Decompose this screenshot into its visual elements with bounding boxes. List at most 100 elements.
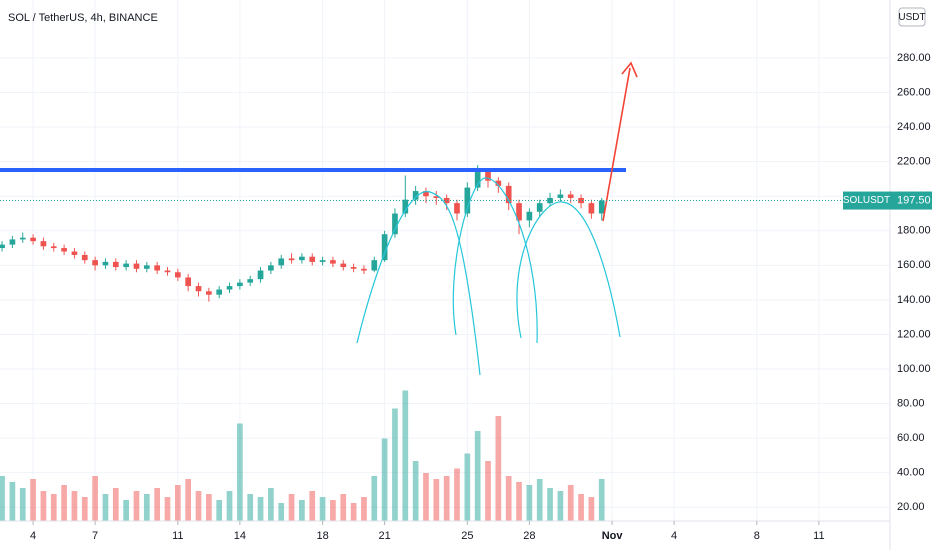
arrow-line bbox=[602, 67, 631, 222]
symbol-label: SOLUSDT bbox=[843, 195, 890, 206]
volume-bar bbox=[330, 500, 336, 521]
x-tick-label: Nov bbox=[602, 530, 624, 542]
candle-body bbox=[226, 286, 233, 290]
y-tick-label: 160.00 bbox=[897, 259, 931, 271]
x-tick-label: 11 bbox=[813, 530, 824, 542]
y-tick-label: 240.00 bbox=[897, 121, 931, 133]
currency-label[interactable]: USDT bbox=[898, 12, 925, 23]
candle-body bbox=[526, 211, 533, 221]
volume-bar bbox=[433, 479, 440, 521]
arc-right bbox=[516, 201, 621, 339]
currency-badge[interactable] bbox=[898, 7, 926, 27]
x-tick-label: 8 bbox=[754, 530, 760, 542]
volume-bar bbox=[340, 494, 347, 521]
candle-body bbox=[516, 203, 522, 221]
candle-body bbox=[237, 282, 243, 287]
volume-bar bbox=[495, 416, 502, 521]
volume-bar bbox=[123, 500, 129, 521]
y-tick-label: 20.00 bbox=[897, 501, 925, 513]
volume-bar bbox=[381, 438, 388, 521]
candle-body bbox=[30, 237, 36, 242]
volume-bar bbox=[81, 497, 88, 521]
volume-bar bbox=[361, 497, 367, 521]
candle-body bbox=[174, 272, 181, 278]
volume-bar bbox=[30, 479, 36, 521]
volume-bar bbox=[454, 468, 460, 521]
candle-body bbox=[247, 279, 254, 283]
candle-body bbox=[102, 261, 109, 266]
axes: 20.00 40.00 60.00 80.00 100.00 120.00 140.00 16… bbox=[0, 52, 932, 542]
candle-body bbox=[567, 194, 574, 198]
candle-body bbox=[443, 197, 450, 204]
volume-pane bbox=[0, 390, 605, 521]
x-tick-label: 4 bbox=[671, 530, 677, 542]
candle-body bbox=[133, 263, 140, 269]
y-tick-label: 260.00 bbox=[897, 86, 931, 98]
volume-bar bbox=[257, 497, 264, 521]
volume-bar bbox=[19, 488, 26, 521]
arc-head bbox=[452, 177, 538, 344]
volume-bar bbox=[392, 408, 398, 521]
volume-bar bbox=[154, 488, 160, 521]
volume-bar bbox=[50, 494, 57, 521]
x-tick-label: 25 bbox=[461, 530, 473, 542]
y-tick-label: 220.00 bbox=[897, 156, 931, 168]
volume-bar bbox=[485, 461, 491, 521]
volume-bar bbox=[402, 390, 409, 521]
candle-body bbox=[164, 270, 171, 273]
candle-body bbox=[547, 197, 553, 204]
y-tick-label: 140.00 bbox=[897, 294, 931, 306]
price-label: 197.50 bbox=[897, 194, 931, 206]
candle-body bbox=[350, 267, 357, 269]
candle-body bbox=[206, 291, 212, 295]
candle-body bbox=[185, 277, 192, 287]
candle-body bbox=[123, 263, 129, 268]
candle-body bbox=[361, 268, 367, 271]
volume-bar bbox=[516, 482, 522, 521]
volume-bar bbox=[226, 491, 233, 521]
candle-body bbox=[299, 256, 305, 261]
volume-bar bbox=[288, 494, 295, 521]
candle-body bbox=[40, 241, 47, 247]
volume-bar bbox=[278, 503, 285, 521]
candle-body bbox=[454, 203, 460, 214]
candle-body bbox=[505, 185, 512, 204]
x-tick-label: 4 bbox=[30, 530, 36, 542]
candle-body bbox=[598, 200, 605, 214]
candle-body bbox=[112, 261, 119, 268]
y-tick-label: 100.00 bbox=[897, 363, 931, 375]
candle-body bbox=[309, 256, 316, 262]
volume-bar bbox=[268, 488, 274, 521]
candle-body bbox=[330, 260, 336, 264]
volume-bar bbox=[9, 482, 16, 521]
chart-title: SOL / TetherUS, 4h, BINANCE bbox=[8, 12, 158, 24]
candle-body bbox=[464, 187, 471, 214]
candle-body bbox=[588, 203, 595, 214]
volume-bar bbox=[247, 494, 254, 521]
candle-body bbox=[216, 289, 223, 295]
candle-body bbox=[81, 254, 88, 261]
candle-body bbox=[71, 251, 78, 255]
candle-body bbox=[257, 270, 264, 280]
y-tick-label: 80.00 bbox=[897, 397, 925, 409]
symbol-tag bbox=[843, 191, 890, 210]
volume-bar bbox=[216, 500, 223, 521]
volume-bar bbox=[164, 497, 171, 521]
candle-body bbox=[392, 213, 398, 235]
volume-bar bbox=[464, 453, 471, 521]
volume-bar bbox=[443, 476, 450, 521]
candle-body bbox=[381, 234, 388, 261]
candle-body bbox=[412, 191, 419, 200]
arc-left bbox=[356, 190, 481, 376]
candle-body bbox=[143, 265, 150, 269]
volume-bar bbox=[237, 423, 243, 521]
x-tick-label: 11 bbox=[172, 530, 183, 542]
y-tick-label: 180.00 bbox=[897, 225, 931, 237]
candle-body bbox=[288, 258, 295, 261]
candle-body bbox=[0, 244, 5, 249]
y-tick-label: 120.00 bbox=[897, 328, 931, 340]
volume-bar bbox=[567, 485, 574, 521]
volume-bar bbox=[174, 485, 181, 521]
x-tick-label: 28 bbox=[523, 530, 535, 542]
